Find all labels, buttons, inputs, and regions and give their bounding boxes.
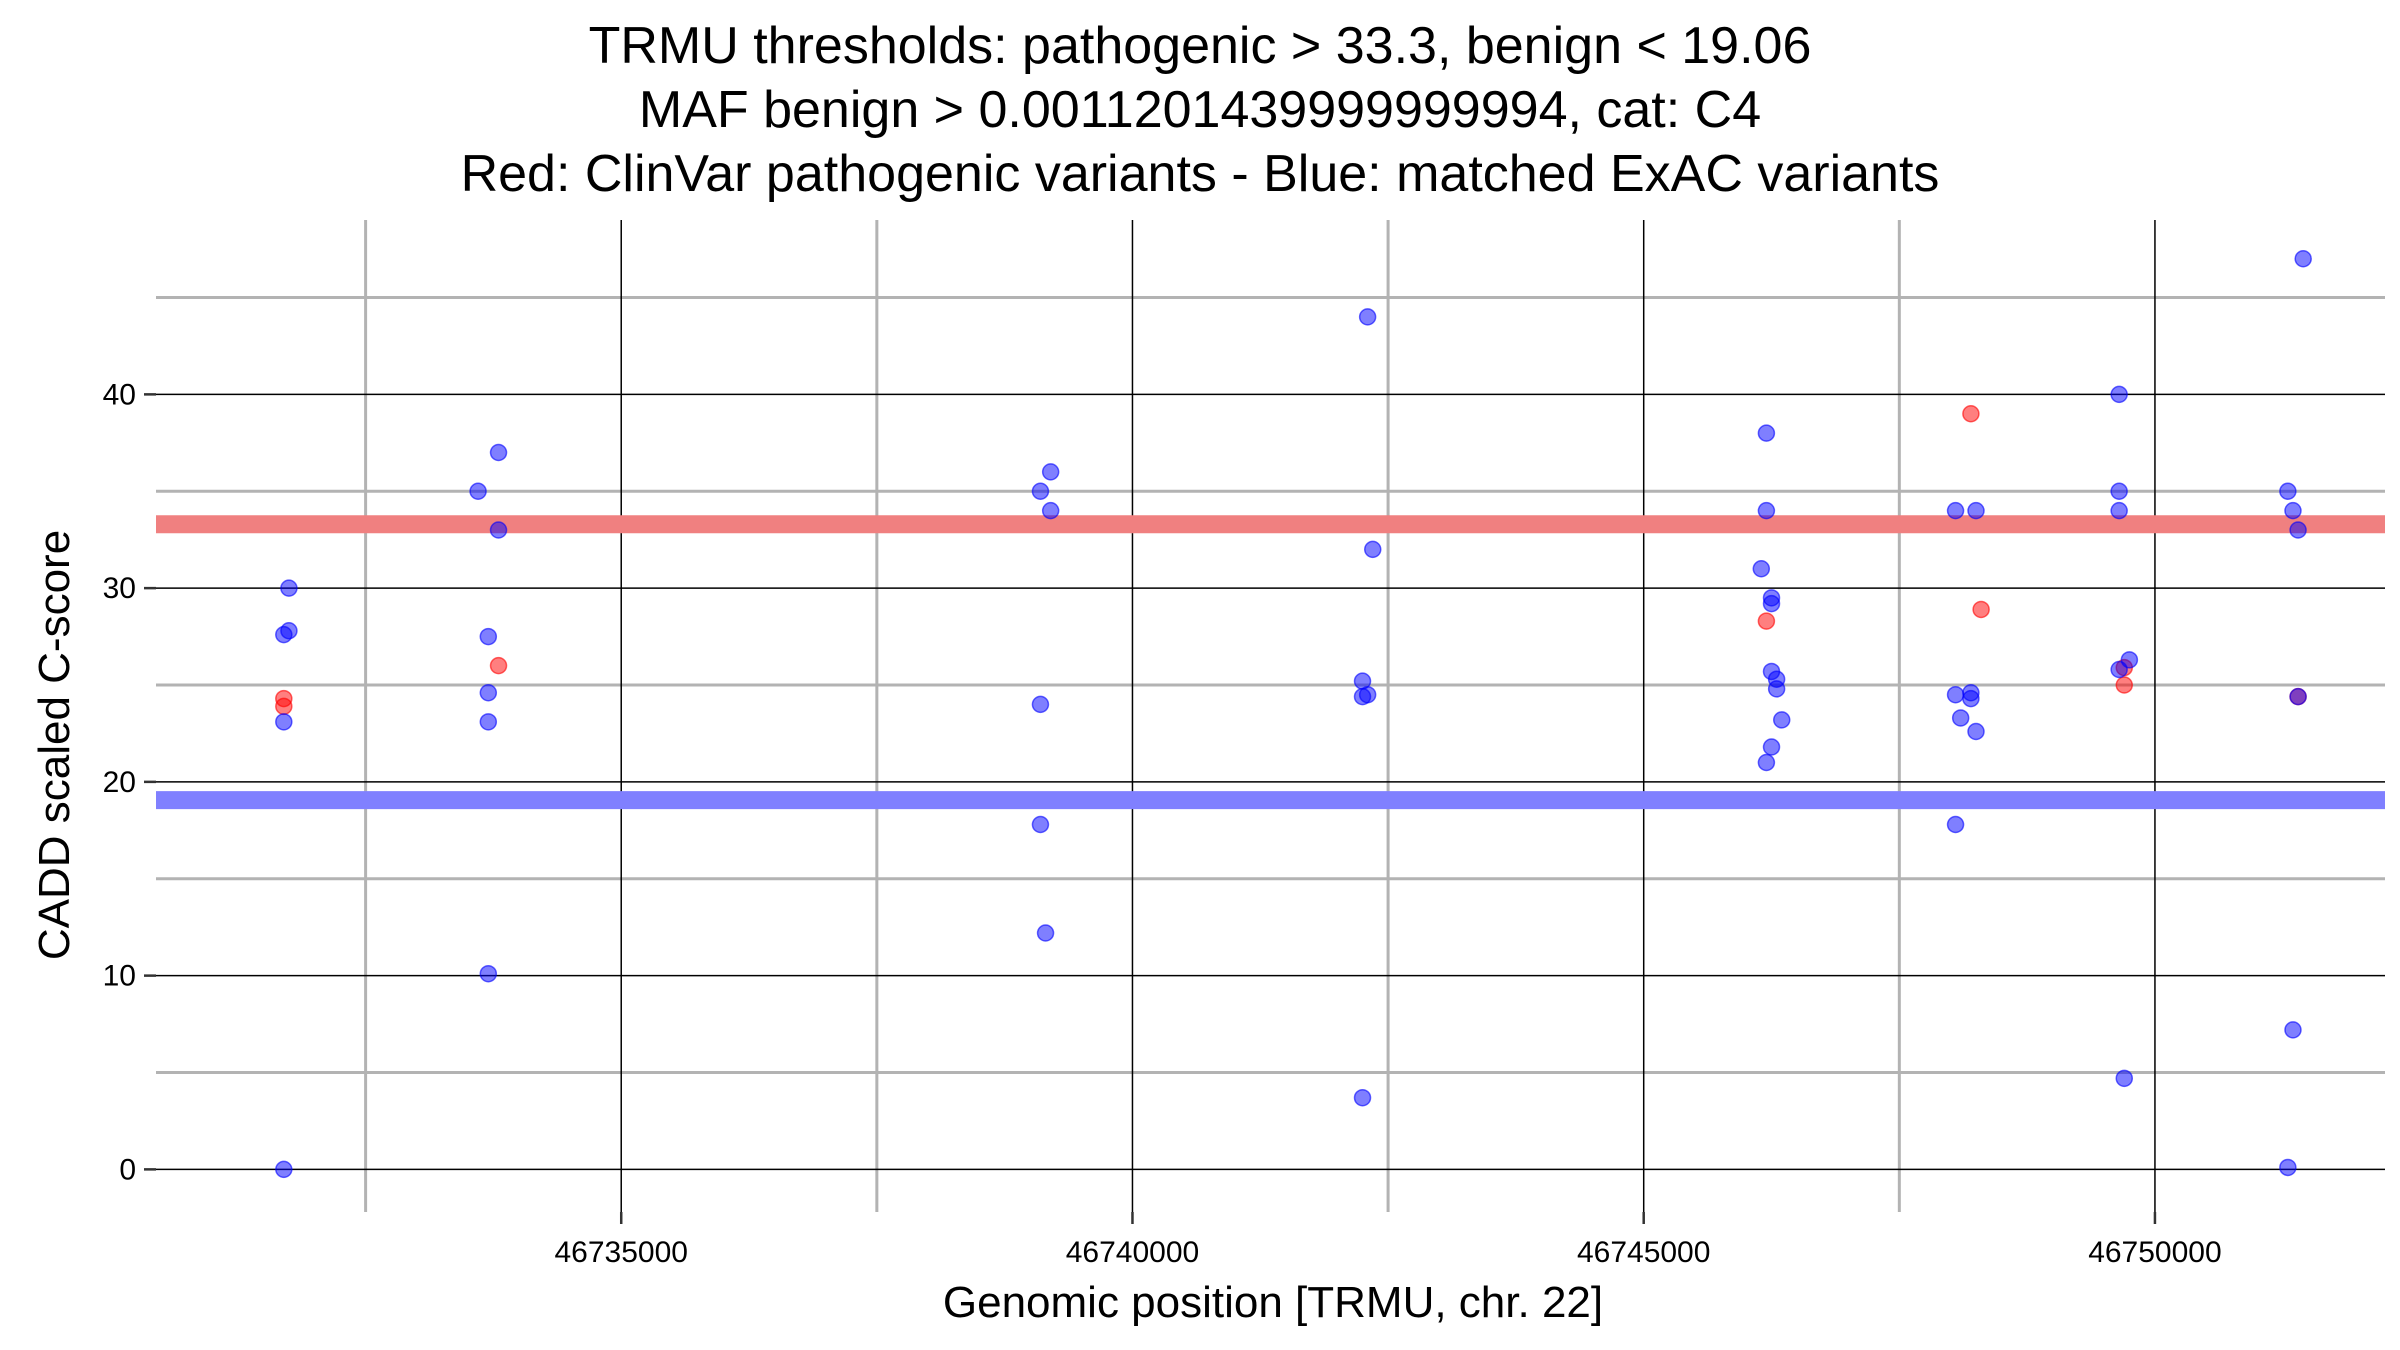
exac-point	[489, 443, 508, 462]
axis-ticks	[144, 393, 2157, 1224]
y-tick-label: 40	[103, 378, 136, 411]
chart-title: TRMU thresholds: pathogenic > 33.3, beni…	[0, 14, 2400, 206]
clinvar-point	[1757, 612, 1776, 630]
major-gridlines	[156, 220, 2385, 1212]
exac-point	[1967, 501, 1985, 520]
y-tick-label: 30	[103, 572, 136, 605]
x-tick-label: 46745000	[1577, 1236, 1710, 1269]
exac-point	[2284, 1021, 2302, 1039]
exac-point	[2294, 250, 2312, 268]
exac-point	[2279, 482, 2297, 500]
exac-point	[479, 684, 498, 702]
exac-point	[2279, 1158, 2297, 1177]
exac-point	[1946, 501, 1965, 520]
exac-point	[2110, 385, 2128, 404]
exac-point	[1363, 540, 1382, 559]
x-axis-label: Genomic position [TRMU, chr. 22]	[942, 1278, 1604, 1327]
exac-point	[275, 1160, 293, 1179]
exac-point	[1962, 689, 1980, 708]
x-tick-label: 46740000	[1066, 1236, 1199, 1269]
exac-point	[1757, 424, 1776, 442]
exac-point	[1353, 1088, 1372, 1107]
exac-point	[1967, 722, 1985, 741]
title-line-1: TRMU thresholds: pathogenic > 33.3, beni…	[588, 17, 1812, 75]
exac-point	[280, 579, 298, 597]
minor-gridlines	[156, 220, 2385, 1212]
exac-point	[1762, 738, 1781, 756]
exac-point	[1358, 308, 1377, 326]
y-tick-label: 10	[103, 960, 136, 993]
exac-point	[2289, 521, 2307, 539]
clinvar-point	[1962, 405, 1980, 423]
axis-tick-labels: 0 10 20 30 40 46735000 46740000 46745000 4675000…	[103, 378, 2222, 1269]
title-line-2: MAF benign > 0.0011201439999999994, cat:…	[638, 81, 1762, 139]
exac-point	[2284, 501, 2302, 520]
exac-point	[1772, 711, 1791, 729]
exac-point	[280, 622, 298, 640]
exac-point	[489, 521, 508, 539]
exac-point	[2115, 1069, 2134, 1088]
data-points	[275, 250, 2312, 1179]
exac-point	[1757, 753, 1776, 772]
exac-point	[2110, 482, 2128, 500]
exac-point	[1946, 815, 1965, 834]
exac-point	[2289, 687, 2307, 706]
exac-point	[479, 713, 498, 731]
exac-point	[1951, 709, 1970, 727]
exac-point	[1358, 685, 1377, 704]
threshold-lines	[156, 515, 2385, 810]
exac-point	[1762, 594, 1781, 613]
title-line-3: Red: ClinVar pathogenic variants - Blue:…	[460, 145, 1940, 203]
exac-point	[1031, 482, 1050, 500]
exac-point	[1752, 560, 1771, 578]
x-tick-label: 46735000	[554, 1236, 687, 1269]
exac-point	[1031, 695, 1050, 714]
exac-point	[469, 482, 487, 500]
y-axis-label: CADD scaled C-score	[30, 529, 79, 961]
exac-point	[1767, 680, 1786, 698]
y-tick-label: 20	[103, 766, 136, 799]
exac-point	[479, 627, 498, 646]
exac-point	[2110, 660, 2128, 679]
y-tick-label: 0	[119, 1153, 136, 1186]
exac-point	[479, 964, 498, 983]
clinvar-point	[2115, 676, 2134, 694]
exac-point	[1946, 685, 1965, 704]
exac-point	[275, 713, 293, 731]
clinvar-point	[1972, 600, 1990, 619]
clinvar-point	[489, 656, 508, 675]
exac-point	[1041, 501, 1060, 520]
exac-point	[1036, 924, 1055, 942]
exac-point	[2110, 501, 2128, 520]
clinvar-point	[275, 697, 293, 716]
exac-point	[1031, 815, 1050, 834]
exac-point	[1757, 501, 1776, 520]
exac-point	[1041, 463, 1060, 481]
x-tick-label: 46750000	[2088, 1236, 2221, 1269]
